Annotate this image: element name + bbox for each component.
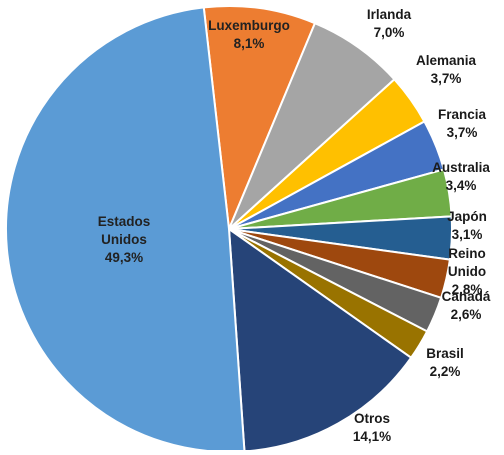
pie-label-name: Irlanda	[367, 7, 412, 22]
pie-label-value: 3,4%	[446, 178, 477, 193]
pie-label-value: 8,1%	[234, 36, 265, 51]
pie-label-francia: Francia 3,7%	[438, 107, 487, 140]
pie-label-value: 7,0%	[374, 25, 405, 40]
pie-label-japon: Japón 3,1%	[447, 209, 487, 242]
pie-label-value: 49,3%	[105, 250, 143, 265]
pie-label-name: Estados	[98, 214, 151, 229]
pie-label-name: Canadá	[442, 289, 491, 304]
pie-slice-estados-unidos	[5, 6, 246, 453]
pie-label-name: Alemania	[416, 53, 477, 68]
pie-label-name: Otros	[354, 411, 390, 426]
pie-label-australia: Australia 3,4%	[432, 160, 490, 193]
pie-label-alemania: Alemania 3,7%	[416, 53, 477, 86]
pie-label-canada: Canadá 2,6%	[442, 289, 491, 322]
pie-label-value: 3,1%	[452, 227, 483, 242]
slices-layer	[5, 5, 453, 453]
pie-label-estados-unidos: Estados Unidos 49,3%	[98, 214, 151, 265]
pie-label-name: Unido	[448, 264, 486, 279]
pie-label-name: Reino	[448, 246, 486, 261]
pie-label-value: 2,2%	[430, 364, 461, 379]
pie-label-irlanda: Irlanda 7,0%	[367, 7, 412, 40]
pie-label-name: Japón	[447, 209, 487, 224]
pie-label-name: Australia	[432, 160, 490, 175]
pie-label-otros: Otros 14,1%	[353, 411, 391, 444]
pie-label-reino-unido: Reino Unido 2,8%	[448, 246, 486, 297]
pie-label-name: Unidos	[101, 232, 147, 247]
pie-label-brasil: Brasil 2,2%	[426, 346, 464, 379]
pie-label-name: Brasil	[426, 346, 464, 361]
pie-slice-luxemburgo	[202, 5, 316, 230]
pie-label-luxemburgo: Luxemburgo 8,1%	[208, 18, 290, 51]
pie-label-value: 3,7%	[431, 71, 462, 86]
pie-label-value: 3,7%	[447, 125, 478, 140]
labels-layer: Luxemburgo 8,1%Irlanda 7,0%Alemania 3,7%Fra…	[98, 7, 491, 444]
pie-label-name: Luxemburgo	[208, 18, 290, 33]
pie-label-name: Francia	[438, 107, 487, 122]
pie-label-value: 2,8%	[452, 282, 483, 297]
pie-label-value: 14,1%	[353, 429, 391, 444]
pie-label-value: 2,6%	[451, 307, 482, 322]
